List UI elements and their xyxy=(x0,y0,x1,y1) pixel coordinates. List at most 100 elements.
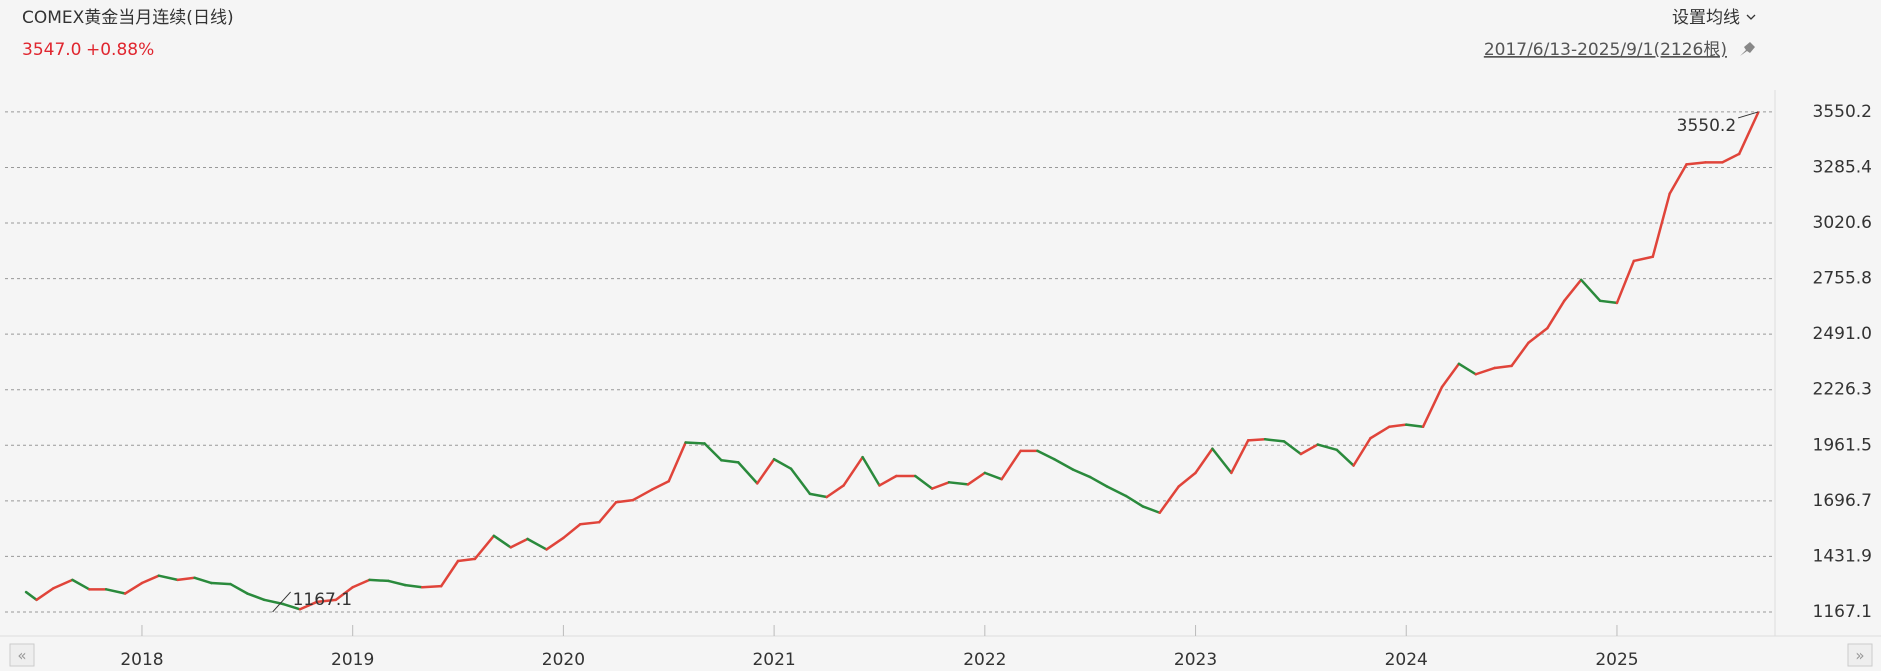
price-segment xyxy=(1124,494,1145,508)
price-segment xyxy=(1457,362,1478,376)
price-segment xyxy=(368,578,390,583)
price-segment xyxy=(176,576,196,582)
price-segment xyxy=(789,467,812,496)
price-segment xyxy=(1211,447,1233,475)
x-tick-label: 2024 xyxy=(1385,650,1428,670)
price-segment xyxy=(35,587,55,602)
price-segment xyxy=(123,581,144,595)
price-segment xyxy=(966,471,987,486)
price: 3547.0 xyxy=(22,40,81,60)
price-segment xyxy=(1158,485,1180,514)
price-segment xyxy=(1230,439,1250,475)
x-tick-label: 2019 xyxy=(331,650,374,670)
price-segment xyxy=(720,459,740,464)
price-segment xyxy=(614,498,635,504)
price-segment xyxy=(246,592,266,602)
price-segment xyxy=(703,442,723,462)
price-segment xyxy=(473,534,496,561)
price-segment xyxy=(71,578,91,591)
change: +0.88% xyxy=(86,40,154,60)
y-tick-label: 2491.0 xyxy=(1813,324,1872,344)
price-segment xyxy=(351,578,371,589)
price-segment xyxy=(492,534,512,549)
price-segment xyxy=(298,600,319,611)
price-segment xyxy=(861,455,881,487)
price-segment xyxy=(983,471,1003,481)
scroll-right-icon[interactable]: » xyxy=(1855,647,1864,665)
price-segment xyxy=(1141,505,1161,514)
price-segment xyxy=(1036,449,1056,461)
price-segment xyxy=(842,455,864,487)
price-segment xyxy=(1510,341,1530,368)
y-tick-label: 3020.6 xyxy=(1813,213,1872,233)
annotation-arrow xyxy=(1737,111,1759,119)
price-segment xyxy=(684,441,706,445)
price-segment xyxy=(1246,438,1267,442)
price-segment xyxy=(404,583,424,589)
price-segment xyxy=(947,481,970,486)
price-segment xyxy=(631,488,654,502)
price-segment xyxy=(420,584,443,589)
price-segment xyxy=(1177,471,1197,488)
price-segment xyxy=(140,574,161,585)
price-segment xyxy=(1651,192,1671,258)
chart-title: COMEX黄金当月连续(日线) xyxy=(22,8,234,28)
price-segment xyxy=(1440,362,1461,389)
x-tick-label: 2022 xyxy=(963,650,1006,670)
y-tick-label: 2755.8 xyxy=(1813,269,1872,289)
price-segment xyxy=(1615,259,1636,305)
price-segment xyxy=(1088,475,1109,488)
price-segment xyxy=(281,602,302,611)
dropdown-icon[interactable] xyxy=(1746,14,1756,20)
price-segment xyxy=(1632,255,1655,263)
price-segment xyxy=(157,574,180,582)
price-segment xyxy=(210,581,232,586)
price-segment xyxy=(1000,449,1022,481)
price-segment xyxy=(1282,440,1303,456)
price-segment xyxy=(1721,152,1741,164)
pin-icon[interactable] xyxy=(1740,42,1755,56)
price-segment xyxy=(545,536,565,551)
x-tick-label: 2025 xyxy=(1595,650,1638,670)
price-segment xyxy=(315,598,338,604)
scroll-left[interactable] xyxy=(9,643,35,667)
annotation-arrow xyxy=(272,591,291,613)
price-segment xyxy=(24,590,38,602)
price-segment xyxy=(1105,485,1128,498)
price-segment xyxy=(1053,457,1075,471)
price-segment xyxy=(597,500,618,524)
price-segment xyxy=(825,484,845,499)
price-segment xyxy=(526,537,548,551)
price-segment xyxy=(1405,423,1425,428)
price-segment xyxy=(387,579,407,587)
price-segment xyxy=(509,537,529,549)
y-tick-label: 1167.1 xyxy=(1813,602,1872,622)
price-segment xyxy=(104,588,127,595)
date-range[interactable]: 2017/6/13-2025/9/1(2126根) xyxy=(1484,40,1727,60)
price-segment xyxy=(1668,163,1688,196)
y-tick-label: 2226.3 xyxy=(1813,380,1872,400)
price-segment xyxy=(1335,448,1355,467)
ma-button[interactable]: 设置均线 xyxy=(1672,8,1740,28)
price-segment xyxy=(1737,111,1760,156)
price-segment xyxy=(1563,278,1583,303)
scroll-left-icon[interactable]: « xyxy=(17,647,26,665)
price-segment xyxy=(1685,161,1707,166)
y-tick-label: 3550.2 xyxy=(1813,102,1872,122)
y-tick-label: 3285.4 xyxy=(1813,157,1872,177)
annotation-label: 3550.2 xyxy=(1677,116,1736,136)
x-tick-label: 2021 xyxy=(752,650,795,670)
price-segment xyxy=(579,520,601,526)
price-segment xyxy=(1598,299,1619,305)
price-segment xyxy=(1388,423,1408,428)
price-segment xyxy=(1194,447,1214,475)
scroll-right[interactable] xyxy=(1847,643,1873,667)
price-segment xyxy=(334,585,354,602)
price-segment xyxy=(562,523,582,540)
price-segment xyxy=(1527,326,1549,345)
price-segment xyxy=(1369,425,1391,440)
price-segment xyxy=(737,461,759,485)
y-tick-label: 1961.5 xyxy=(1813,435,1872,455)
